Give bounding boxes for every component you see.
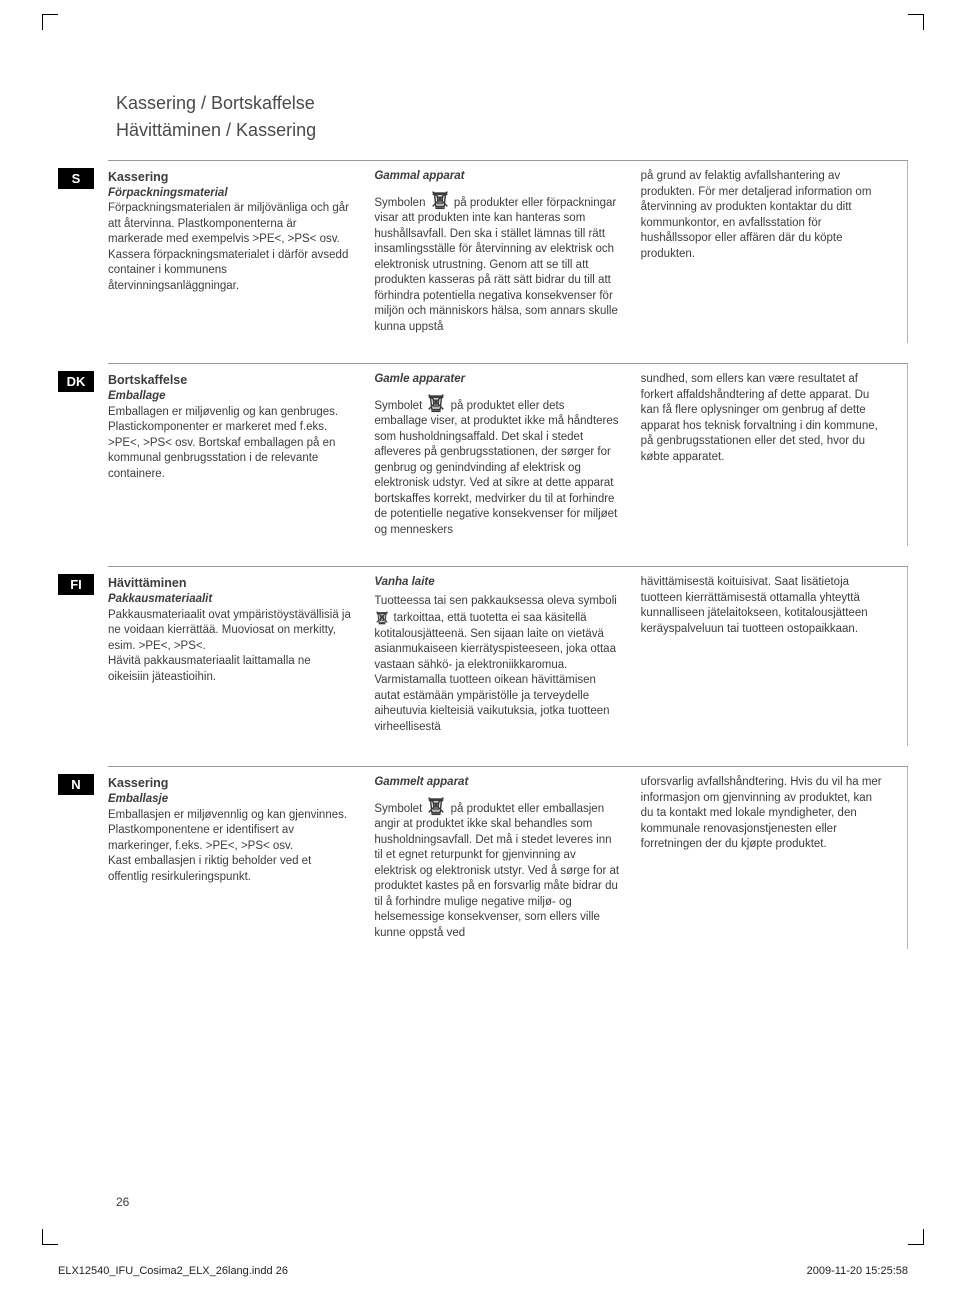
language-tag: S: [58, 160, 108, 363]
column-3: på grund av felaktig avfallshantering av…: [641, 169, 887, 335]
col3-body: sundhed, som ellers kan være resultatet …: [641, 372, 887, 465]
column-3: sundhed, som ellers kan være resultatet …: [641, 372, 887, 538]
page-headings: Kassering / Bortskaffelse Hävittäminen /…: [116, 90, 908, 144]
footer-filename: ELX12540_IFU_Cosima2_ELX_26lang.indd 26: [58, 1265, 288, 1277]
language-section: N Kassering Emballasje Emballasjen er mi…: [58, 766, 908, 969]
weee-bin-icon: [429, 188, 451, 210]
page-number: 26: [116, 1195, 129, 1209]
column-1: Kassering Emballasje Emballasjen er milj…: [108, 775, 354, 941]
col1-subtitle: Pakkausmateriaalit: [108, 592, 354, 608]
language-tag: N: [58, 766, 108, 969]
col2-body: Symbolen på produkter eller förpackninga…: [374, 188, 620, 336]
language-section: FI Hävittäminen Pakkausmateriaalit Pakka…: [58, 566, 908, 766]
col1-title: Kassering: [108, 169, 354, 186]
column-1: Hävittäminen Pakkausmateriaalit Pakkausm…: [108, 575, 354, 738]
footer-timestamp: 2009-11-20 15:25:58: [807, 1265, 908, 1277]
col3-body: uforsvarlig avfallshåndtering. Hvis du v…: [641, 775, 887, 853]
heading-line-2: Hävittäminen / Kassering: [116, 117, 908, 144]
column-divider: [907, 161, 908, 343]
col1-title: Kassering: [108, 775, 354, 792]
col1-body: Förpackningsmaterialen är miljövänliga o…: [108, 201, 354, 294]
column-1: Kassering Förpackningsmaterial Förpackni…: [108, 169, 354, 335]
weee-bin-icon: [425, 391, 447, 413]
col1-body: Pakkausmateriaalit ovat ympäristöystäväl…: [108, 608, 354, 686]
page-content: Kassering / Bortskaffelse Hävittäminen /…: [58, 30, 908, 1229]
weee-bin-icon: [425, 794, 447, 816]
language-tag: FI: [58, 566, 108, 766]
column-3: hävittämisestä koituisivat. Saat lisätie…: [641, 575, 887, 738]
language-section: DK Bortskaffelse Emballage Emballagen er…: [58, 363, 908, 566]
col2-body: Symbolet på produktet eller dets emballa…: [374, 391, 620, 539]
column-1: Bortskaffelse Emballage Emballagen er mi…: [108, 372, 354, 538]
column-divider: [907, 767, 908, 949]
column-2: Vanha laite Tuotteessa tai sen pakkaukse…: [374, 575, 620, 738]
column-divider: [907, 364, 908, 546]
col2-subtitle: Gammelt apparat: [374, 775, 620, 791]
col1-title: Hävittäminen: [108, 575, 354, 592]
column-divider: [907, 567, 908, 746]
col1-title: Bortskaffelse: [108, 372, 354, 389]
col2-body: Tuotteessa tai sen pakkauksessa oleva sy…: [374, 594, 620, 736]
column-2: Gammelt apparat Symbolet på produktet el…: [374, 775, 620, 941]
column-2: Gamle apparater Symbolet på produktet el…: [374, 372, 620, 538]
column-2: Gammal apparat Symbolen på produkter ell…: [374, 169, 620, 335]
col1-subtitle: Förpackningsmaterial: [108, 186, 354, 202]
weee-bin-icon: [374, 609, 390, 625]
col3-body: på grund av felaktig avfallshantering av…: [641, 169, 887, 262]
col1-subtitle: Emballasje: [108, 792, 354, 808]
col1-body: Emballasjen er miljøvennlig og kan gjenv…: [108, 808, 354, 886]
col2-subtitle: Vanha laite: [374, 575, 620, 591]
language-section: S Kassering Förpackningsmaterial Förpack…: [58, 160, 908, 363]
col2-subtitle: Gammal apparat: [374, 169, 620, 185]
column-3: uforsvarlig avfallshåndtering. Hvis du v…: [641, 775, 887, 941]
col1-body: Emballagen er miljøvenlig og kan genbrug…: [108, 405, 354, 483]
language-tag: DK: [58, 363, 108, 566]
col2-subtitle: Gamle apparater: [374, 372, 620, 388]
heading-line-1: Kassering / Bortskaffelse: [116, 90, 908, 117]
col2-body: Symbolet på produktet eller emballasjen …: [374, 794, 620, 942]
col3-body: hävittämisestä koituisivat. Saat lisätie…: [641, 575, 887, 637]
col1-subtitle: Emballage: [108, 389, 354, 405]
footer: ELX12540_IFU_Cosima2_ELX_26lang.indd 26 …: [58, 1265, 908, 1277]
